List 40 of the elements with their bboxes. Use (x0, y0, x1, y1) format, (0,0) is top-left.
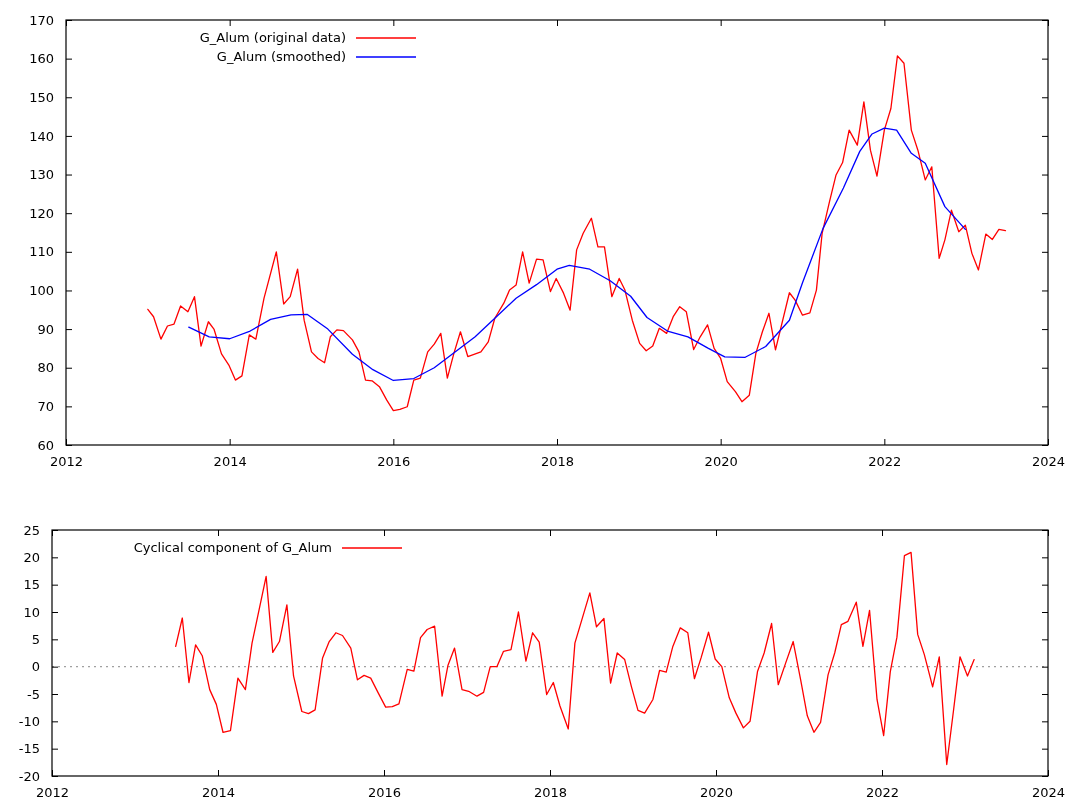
y-tick-label: 90 (37, 321, 54, 337)
y-tick-label: 170 (29, 12, 54, 28)
y-tick-label: 5 (31, 631, 40, 647)
y-tick-label: 130 (29, 167, 54, 183)
line-series (188, 127, 966, 382)
x-tick-label: 2018 (540, 454, 575, 470)
y-tick-label: 100 (29, 283, 54, 299)
y-tick-label: 25 (23, 522, 40, 538)
y-tick-label: 0 (31, 659, 40, 675)
x-tick-label: 2024 (1031, 454, 1066, 470)
y-tick-label: 150 (29, 89, 54, 105)
y-tick-label: 70 (37, 399, 54, 415)
y-tick-label: -10 (18, 713, 40, 729)
x-tick-label: 2014 (201, 785, 236, 801)
x-tick-label: 2014 (213, 454, 247, 470)
y-tick-label: 20 (23, 549, 40, 565)
y-tick-label: 110 (29, 244, 54, 260)
y-tick-label: -5 (27, 686, 40, 702)
legend-label: Cyclical component of G_Alum (133, 539, 332, 555)
x-tick-label: 2022 (868, 454, 902, 470)
x-tick-label: 2012 (35, 785, 70, 801)
x-tick-label: 2022 (865, 785, 900, 801)
x-tick-label: 2016 (367, 785, 402, 801)
x-tick-label: 2020 (704, 454, 738, 470)
y-tick-label: 140 (29, 128, 54, 144)
y-tick-label: 10 (23, 604, 40, 620)
x-tick-label: 2024 (1031, 785, 1066, 801)
x-tick-label: 2012 (49, 454, 84, 470)
y-tick-label: -20 (18, 768, 40, 784)
y-tick-label: 120 (29, 205, 54, 221)
x-tick-label: 2018 (533, 785, 568, 801)
y-tick-label: 60 (37, 437, 54, 453)
y-tick-label: 15 (23, 577, 40, 593)
legend-label: G_Alum (original data) (199, 29, 346, 45)
legend-label: G_Alum (smoothed) (216, 48, 346, 64)
y-tick-label: -15 (18, 741, 40, 757)
y-tick-label: 80 (37, 360, 54, 376)
y-tick-label: 160 (29, 51, 54, 67)
x-tick-label: 2020 (699, 785, 734, 801)
x-tick-label: 2016 (377, 454, 411, 470)
